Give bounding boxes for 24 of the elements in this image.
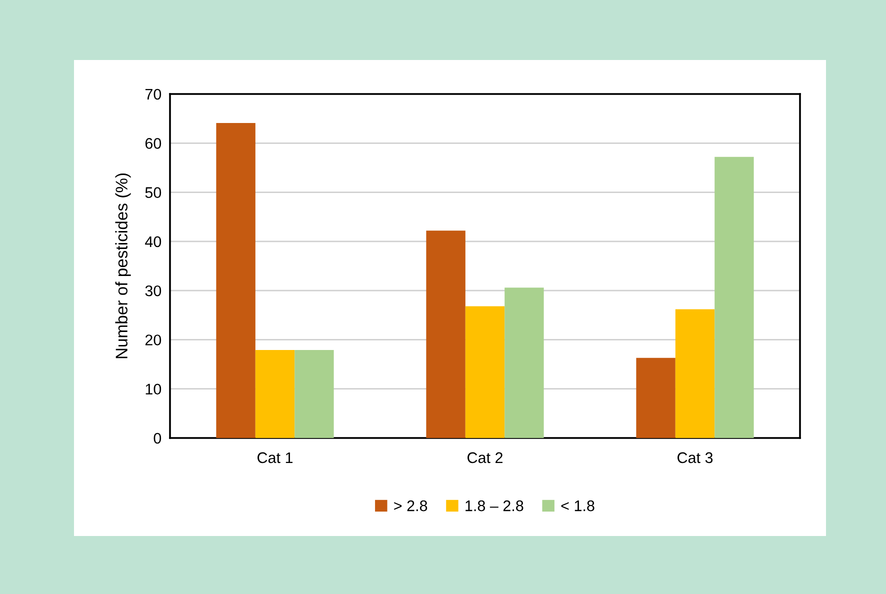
legend-label: 1.8 – 2.8 (466, 500, 524, 512)
bar (465, 306, 505, 438)
y-tick-label: 50 (145, 187, 162, 198)
x-tick-label: Cat 3 (678, 452, 713, 464)
legend-label: > 2.8 (394, 500, 428, 512)
y-tick-label: 40 (145, 236, 162, 248)
y-tick-label: 10 (146, 384, 162, 395)
bar (255, 350, 295, 438)
y-tick-label: 0 (154, 432, 162, 444)
bar (216, 122, 256, 438)
y-tick-label: 30 (145, 285, 162, 296)
y-tick-label: 70 (145, 88, 162, 100)
bar (294, 350, 334, 438)
y-tick-label: 20 (145, 334, 162, 346)
bar (714, 156, 754, 438)
legend-label: < 1.8 (561, 500, 594, 512)
x-tick-label: Cat 2 (468, 452, 502, 464)
y-tick-label: 60 (145, 138, 162, 149)
bar (426, 230, 466, 438)
bar (675, 309, 715, 438)
x-tick-label: Cat 1 (258, 452, 293, 464)
bar (636, 358, 676, 438)
bar (504, 288, 544, 438)
y-axis-title: Number of pesticides (%) (115, 173, 131, 358)
